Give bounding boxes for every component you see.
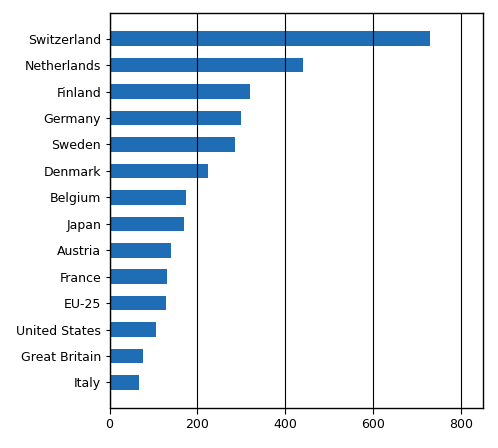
Bar xyxy=(110,84,250,99)
Bar xyxy=(110,216,184,231)
Bar xyxy=(110,269,167,284)
Bar xyxy=(110,164,209,178)
Bar xyxy=(110,322,156,337)
Bar xyxy=(110,58,303,73)
Bar xyxy=(110,31,430,46)
Bar xyxy=(110,243,171,258)
Bar xyxy=(110,111,242,125)
Bar xyxy=(110,190,186,205)
Bar xyxy=(110,375,139,390)
Bar xyxy=(110,296,166,310)
Bar xyxy=(110,137,235,152)
Bar xyxy=(110,349,142,363)
